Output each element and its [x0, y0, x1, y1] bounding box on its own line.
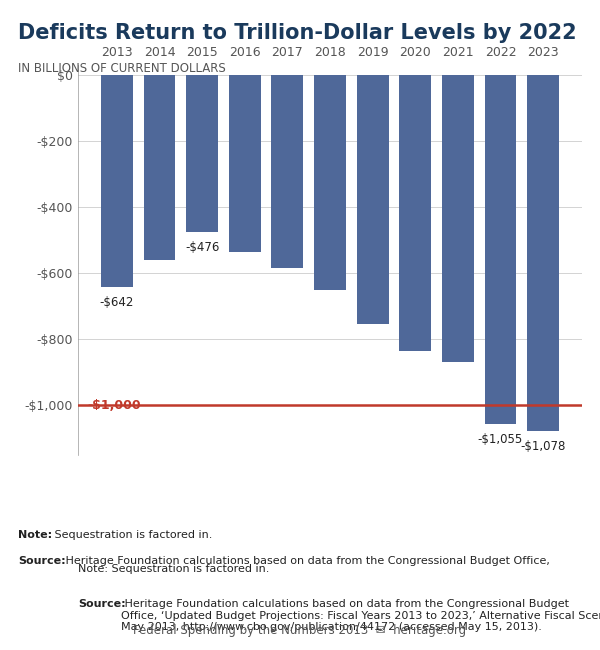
Text: Note:: Note:: [18, 530, 52, 540]
Bar: [271, 75, 304, 268]
Text: -$642: -$642: [100, 296, 134, 309]
Bar: [399, 75, 431, 351]
Bar: [527, 75, 559, 431]
Text: Source:: Source:: [78, 599, 125, 609]
Bar: [143, 75, 175, 260]
Text: Heritage Foundation calculations based on data from the Congressional Budget
Off: Heritage Foundation calculations based o…: [121, 599, 600, 632]
Text: Sequestration is factored in.: Sequestration is factored in.: [51, 530, 212, 540]
Text: IN BILLIONS OF CURRENT DOLLARS: IN BILLIONS OF CURRENT DOLLARS: [18, 62, 226, 75]
Bar: [229, 75, 261, 252]
Text: Heritage Foundation calculations based on data from the Congressional Budget Off: Heritage Foundation calculations based o…: [62, 556, 553, 566]
Bar: [356, 75, 389, 324]
Bar: [442, 75, 474, 363]
Bar: [314, 75, 346, 290]
Text: -$1,055: -$1,055: [478, 433, 523, 446]
Text: -$1,078: -$1,078: [520, 441, 566, 454]
Text: Federal Spending by the Numbers 2013  ✉  heritage.org: Federal Spending by the Numbers 2013 ✉ h…: [133, 624, 467, 637]
Text: Note: Sequestration is factored in.: Note: Sequestration is factored in.: [78, 564, 269, 574]
Bar: [101, 75, 133, 287]
Text: -$1,000: -$1,000: [87, 399, 140, 412]
Bar: [186, 75, 218, 232]
Text: Source:: Source:: [18, 556, 65, 566]
Bar: [485, 75, 517, 424]
Text: -$476: -$476: [185, 242, 220, 255]
Text: Deficits Return to Trillion-Dollar Levels by 2022: Deficits Return to Trillion-Dollar Level…: [18, 23, 577, 43]
